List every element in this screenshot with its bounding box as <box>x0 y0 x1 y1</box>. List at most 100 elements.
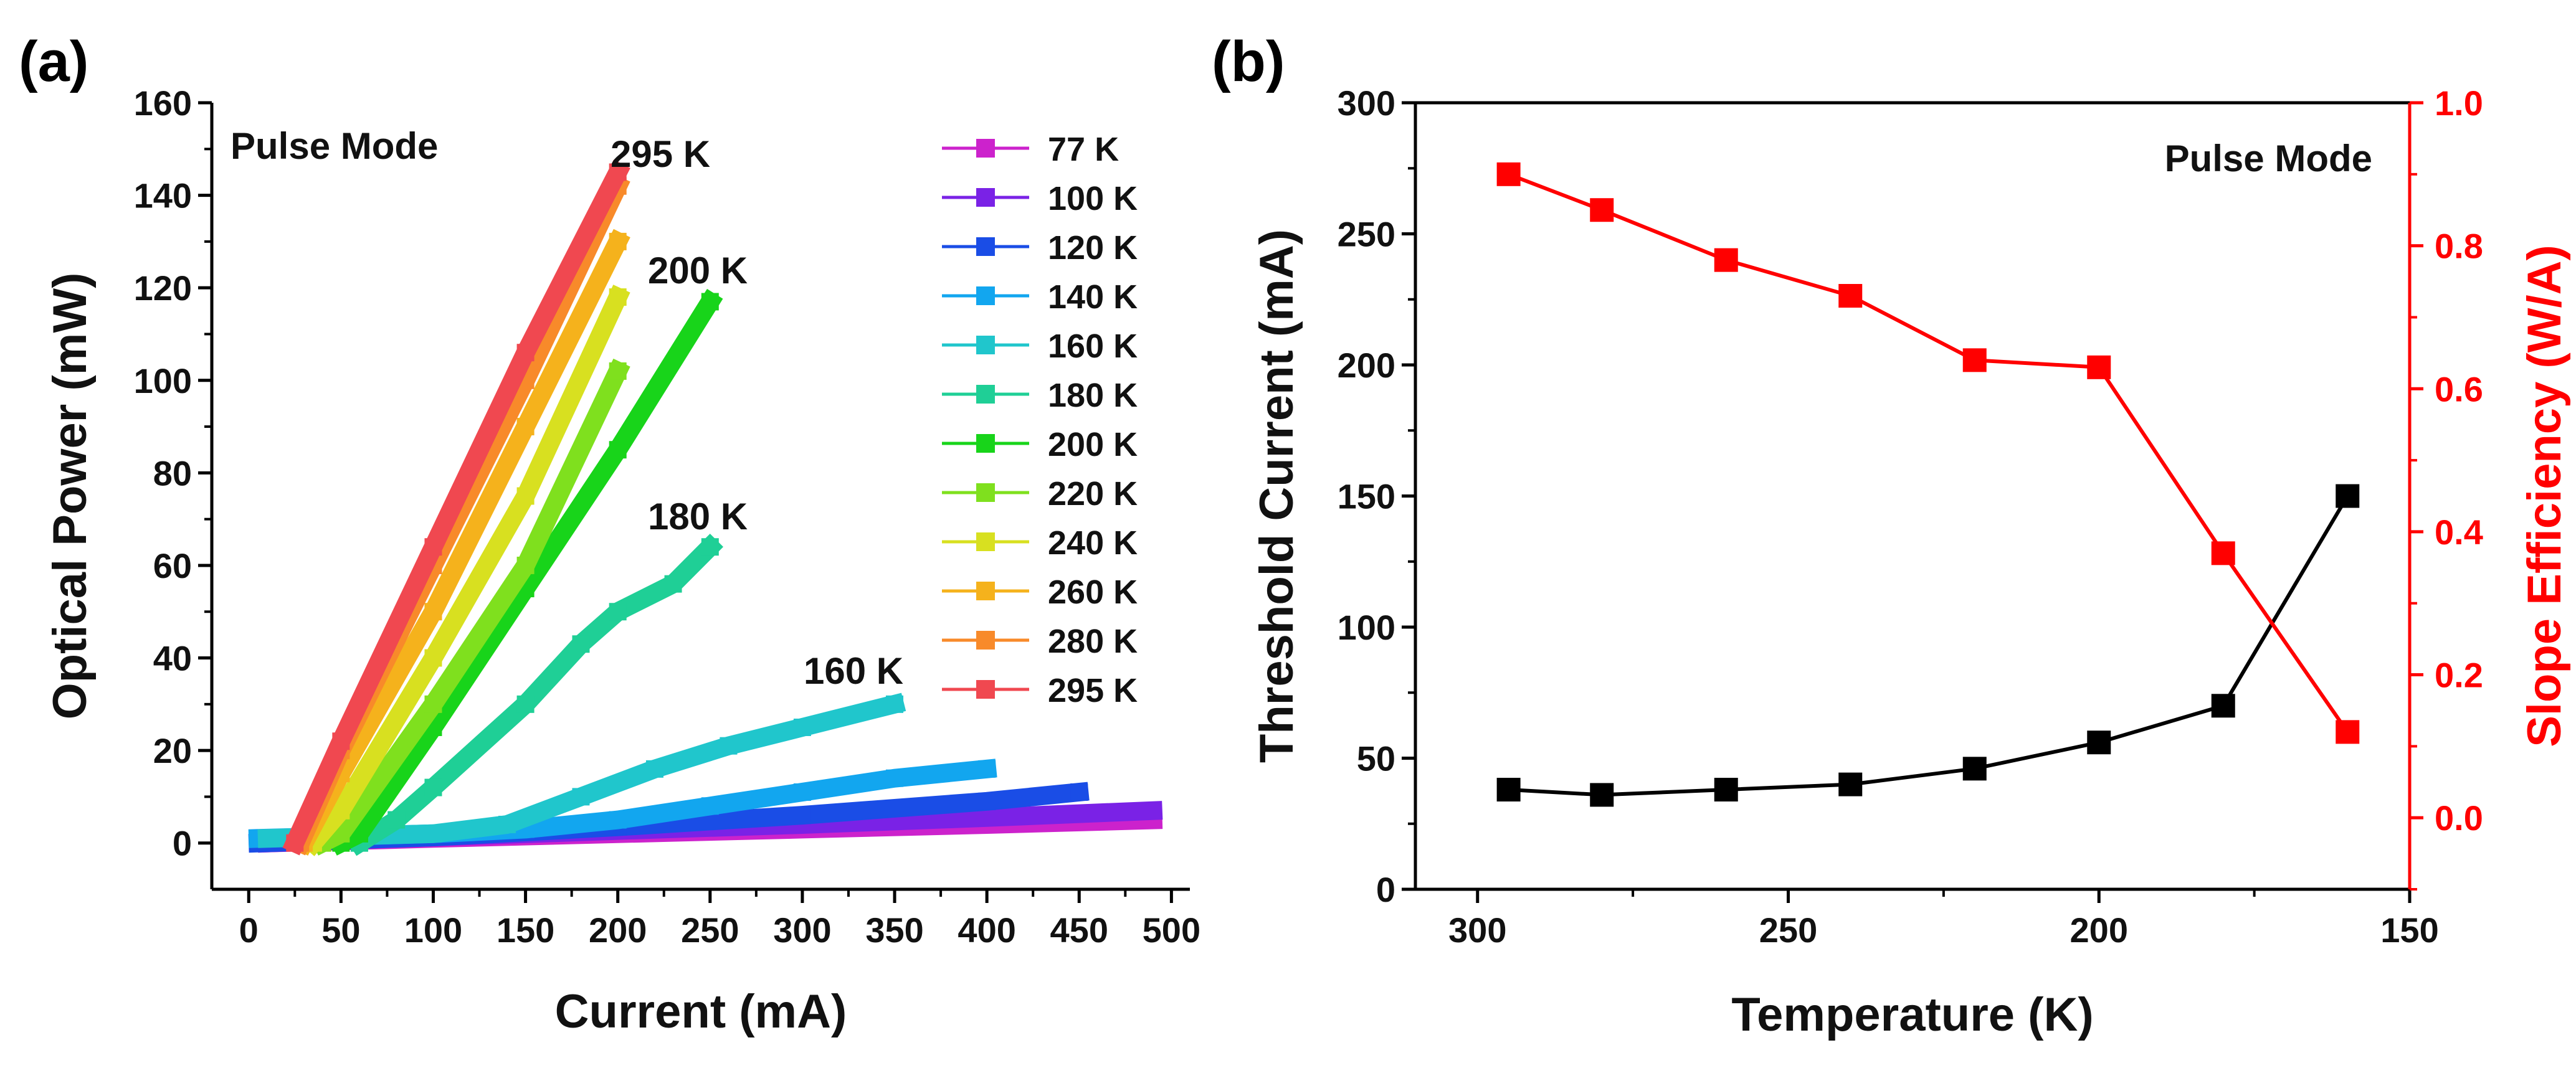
x-tick-label: 150 <box>2380 910 2438 950</box>
data-point-200k <box>701 293 719 311</box>
curve-label: 200 K <box>648 250 748 291</box>
legend-marker <box>976 385 995 404</box>
data-point-slope-efficiency <box>2087 355 2111 379</box>
data-point-240k <box>424 649 442 667</box>
data-point-240k <box>516 487 535 505</box>
data-point-160k <box>498 815 516 833</box>
data-point-260k <box>516 418 535 436</box>
y-tick-label: 20 <box>153 731 192 770</box>
curve-label: 180 K <box>648 496 748 537</box>
y-right-tick-label: 0.0 <box>2435 798 2483 838</box>
x-tick-label: 200 <box>2070 910 2128 950</box>
legend-label: 140 K <box>1048 278 1138 316</box>
legend-label: 260 K <box>1048 574 1138 611</box>
data-point-220k <box>516 556 535 574</box>
y-right-tick-label: 1.0 <box>2435 83 2483 123</box>
data-point-160k <box>720 737 738 755</box>
data-point-100k <box>978 808 996 826</box>
y-tick-label: 200 <box>1338 346 1395 385</box>
mode-annotation: Pulse Mode <box>231 125 438 167</box>
panel-b: (b) 300 250 200 150 0 50 100 150 200 250 300 0.0 0.2 0… <box>1212 30 2571 1041</box>
x-tick-label: 350 <box>865 910 923 950</box>
x-tick-label: 0 <box>239 910 259 950</box>
data-point-180k <box>424 778 442 796</box>
y-right-tick-label: 0.4 <box>2435 513 2483 552</box>
data-point-threshold-current <box>2087 730 2111 755</box>
x-tick-label: 250 <box>1759 910 1817 950</box>
data-point-220k <box>609 362 627 380</box>
legend-marker <box>976 188 995 207</box>
data-point-240k <box>609 288 627 306</box>
y-tick-label: 0 <box>1376 870 1395 909</box>
legend-label: 280 K <box>1048 623 1138 660</box>
data-point-160k <box>793 718 811 736</box>
series-line-slope-efficiency <box>1508 172 2349 734</box>
y-axis-label-left: Threshold Current (mA) <box>1250 229 1303 763</box>
y-tick-label: 300 <box>1338 83 1395 123</box>
y-tick-label: 80 <box>153 453 192 493</box>
legend-label: 160 K <box>1048 328 1138 365</box>
data-point-slope-efficiency <box>1714 248 1738 272</box>
legend-marker <box>976 680 995 699</box>
data-point-slope-efficiency <box>1496 162 1521 186</box>
y-tick-label: 150 <box>1338 477 1395 516</box>
data-point-180k <box>387 811 406 829</box>
data-point-threshold-current <box>2211 694 2235 718</box>
data-point-160k <box>572 788 590 806</box>
y-right-tick-label: 0.8 <box>2435 227 2483 266</box>
data-point-160k <box>645 760 663 778</box>
panel-label-a: (a) <box>19 30 88 93</box>
x-axis-label: Current (mA) <box>555 985 847 1038</box>
y-tick-label: 250 <box>1338 215 1395 254</box>
legend-marker <box>976 286 995 305</box>
data-point-180k <box>516 695 535 713</box>
legend-marker <box>976 434 995 453</box>
legend-label: 77 K <box>1048 131 1119 168</box>
data-point-180k <box>572 635 590 653</box>
data-point-260k <box>609 232 627 250</box>
data-point-180k <box>609 603 627 621</box>
legend-label: 100 K <box>1048 180 1138 217</box>
legend-marker <box>976 483 995 502</box>
legend-marker <box>976 582 995 600</box>
curve-label: 160 K <box>804 650 903 692</box>
data-point-160k <box>424 825 442 843</box>
data-point-140k <box>609 811 627 829</box>
legend-label: 240 K <box>1048 524 1138 562</box>
data-point-slope-efficiency <box>1962 348 1987 372</box>
y-tick-label: 100 <box>134 361 192 400</box>
y-tick-label: 50 <box>1357 739 1395 778</box>
data-point-220k <box>424 695 442 713</box>
data-point-180k <box>701 538 719 556</box>
data-point-threshold-current <box>1962 757 1987 781</box>
data-point-295k <box>332 732 350 750</box>
panel-label-b: (b) <box>1212 30 1285 93</box>
data-point-120k <box>793 806 811 825</box>
legend-label: 180 K <box>1048 377 1138 414</box>
x-tick-label: 300 <box>773 910 831 950</box>
y-right-tick-label: 0.2 <box>2435 656 2483 695</box>
data-point-threshold-current <box>1714 778 1738 802</box>
y-axis-label: Optical Power (mW) <box>44 273 97 720</box>
y-tick-label: 100 <box>1338 608 1395 647</box>
y-tick-label: 120 <box>134 268 192 308</box>
x-tick-label: 450 <box>1050 910 1108 950</box>
legend-label: 200 K <box>1048 426 1138 463</box>
data-point-160k <box>258 829 276 848</box>
data-point-slope-efficiency <box>2336 720 2360 744</box>
legend-marker <box>976 631 995 650</box>
legend-marker <box>976 336 995 354</box>
legend-marker <box>976 139 995 158</box>
data-point-slope-efficiency <box>1590 198 1614 222</box>
data-point-140k <box>978 760 996 778</box>
legend-label: 120 K <box>1048 229 1138 267</box>
data-point-180k <box>664 575 682 593</box>
data-point-160k <box>886 695 904 713</box>
data-point-295k <box>609 163 627 181</box>
data-point-240k <box>332 801 350 820</box>
y-right-tick-label: 0.6 <box>2435 369 2483 409</box>
y-tick-label: 140 <box>134 176 192 215</box>
data-point-threshold-current <box>1590 783 1614 807</box>
x-tick-label: 200 <box>589 910 647 950</box>
